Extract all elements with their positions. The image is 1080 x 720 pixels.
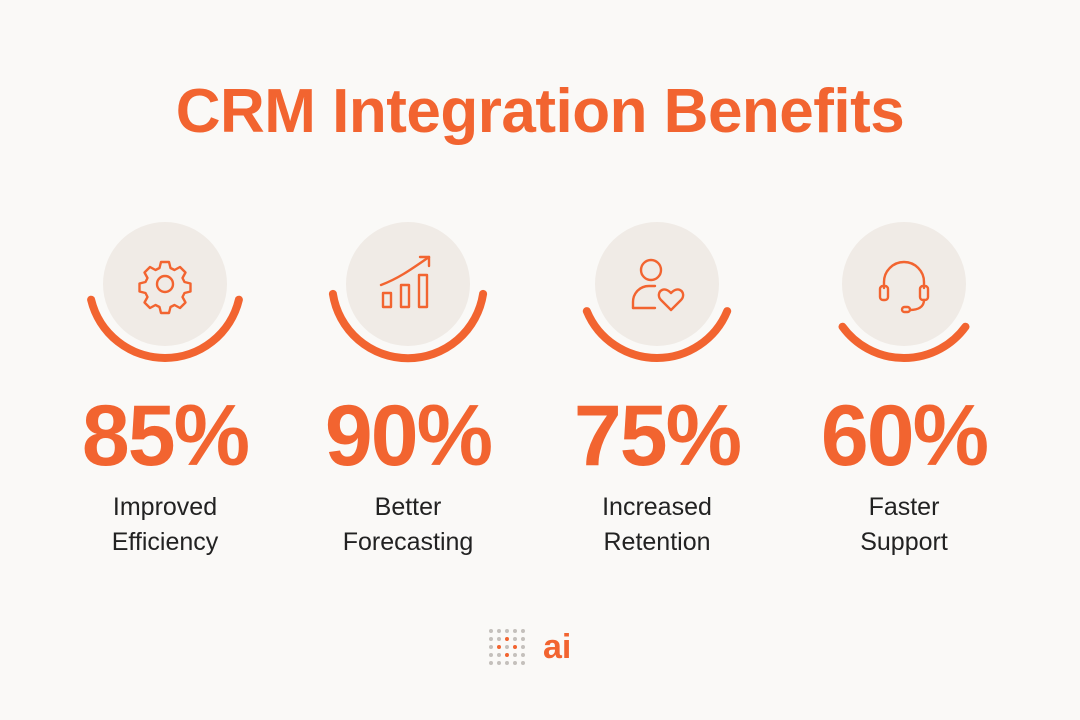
progress-gauge — [45, 210, 285, 380]
gear-icon — [138, 260, 192, 315]
stat-value: 75% — [573, 388, 742, 484]
stat-label-line: Support — [860, 528, 948, 556]
brand-logo: ai — [489, 627, 571, 667]
stat-card-efficiency: 85% Improved Efficiency — [45, 210, 285, 560]
stat-value: 90% — [324, 388, 493, 484]
stat-value: 85% — [81, 388, 250, 484]
icon-badge — [595, 222, 719, 346]
headset-icon — [878, 260, 930, 314]
stat-label-line: Improved — [112, 493, 218, 521]
progress-gauge — [288, 210, 528, 380]
stat-card-retention: 75% Increased Retention — [537, 210, 777, 560]
stat-card-forecasting: 90% Better Forecasting — [288, 210, 528, 560]
stat-label: Increased Retention — [537, 490, 777, 560]
growth-chart-icon — [379, 255, 431, 309]
progress-gauge — [784, 210, 1024, 380]
stat-label: Better Forecasting — [288, 490, 528, 560]
progress-arc — [838, 322, 970, 363]
user-heart-icon — [631, 258, 685, 312]
icon-badge — [346, 222, 470, 346]
dot-grid-icon — [489, 629, 525, 665]
stat-label-line: Forecasting — [342, 528, 474, 556]
stat-label-line: Better — [374, 493, 442, 521]
progress-arc — [328, 289, 488, 363]
icon-badge — [103, 222, 227, 346]
progress-gauge — [537, 210, 777, 380]
stat-label-line: Efficiency — [111, 528, 219, 556]
page-title: CRM Integration Benefits — [175, 77, 905, 146]
stat-label-line: Faster — [868, 493, 940, 521]
progress-arc — [582, 307, 732, 362]
logo-wordmark: ai — [543, 628, 572, 666]
stat-label-line: Increased — [602, 493, 712, 521]
stat-card-support: 60% Faster Support — [784, 210, 1024, 560]
stat-label-line: Retention — [603, 528, 711, 556]
stat-label: Improved Efficiency — [45, 490, 285, 560]
icon-badge — [842, 222, 966, 346]
progress-arc — [87, 295, 243, 362]
stat-label: Faster Support — [784, 490, 1024, 560]
stat-value: 60% — [820, 388, 989, 484]
